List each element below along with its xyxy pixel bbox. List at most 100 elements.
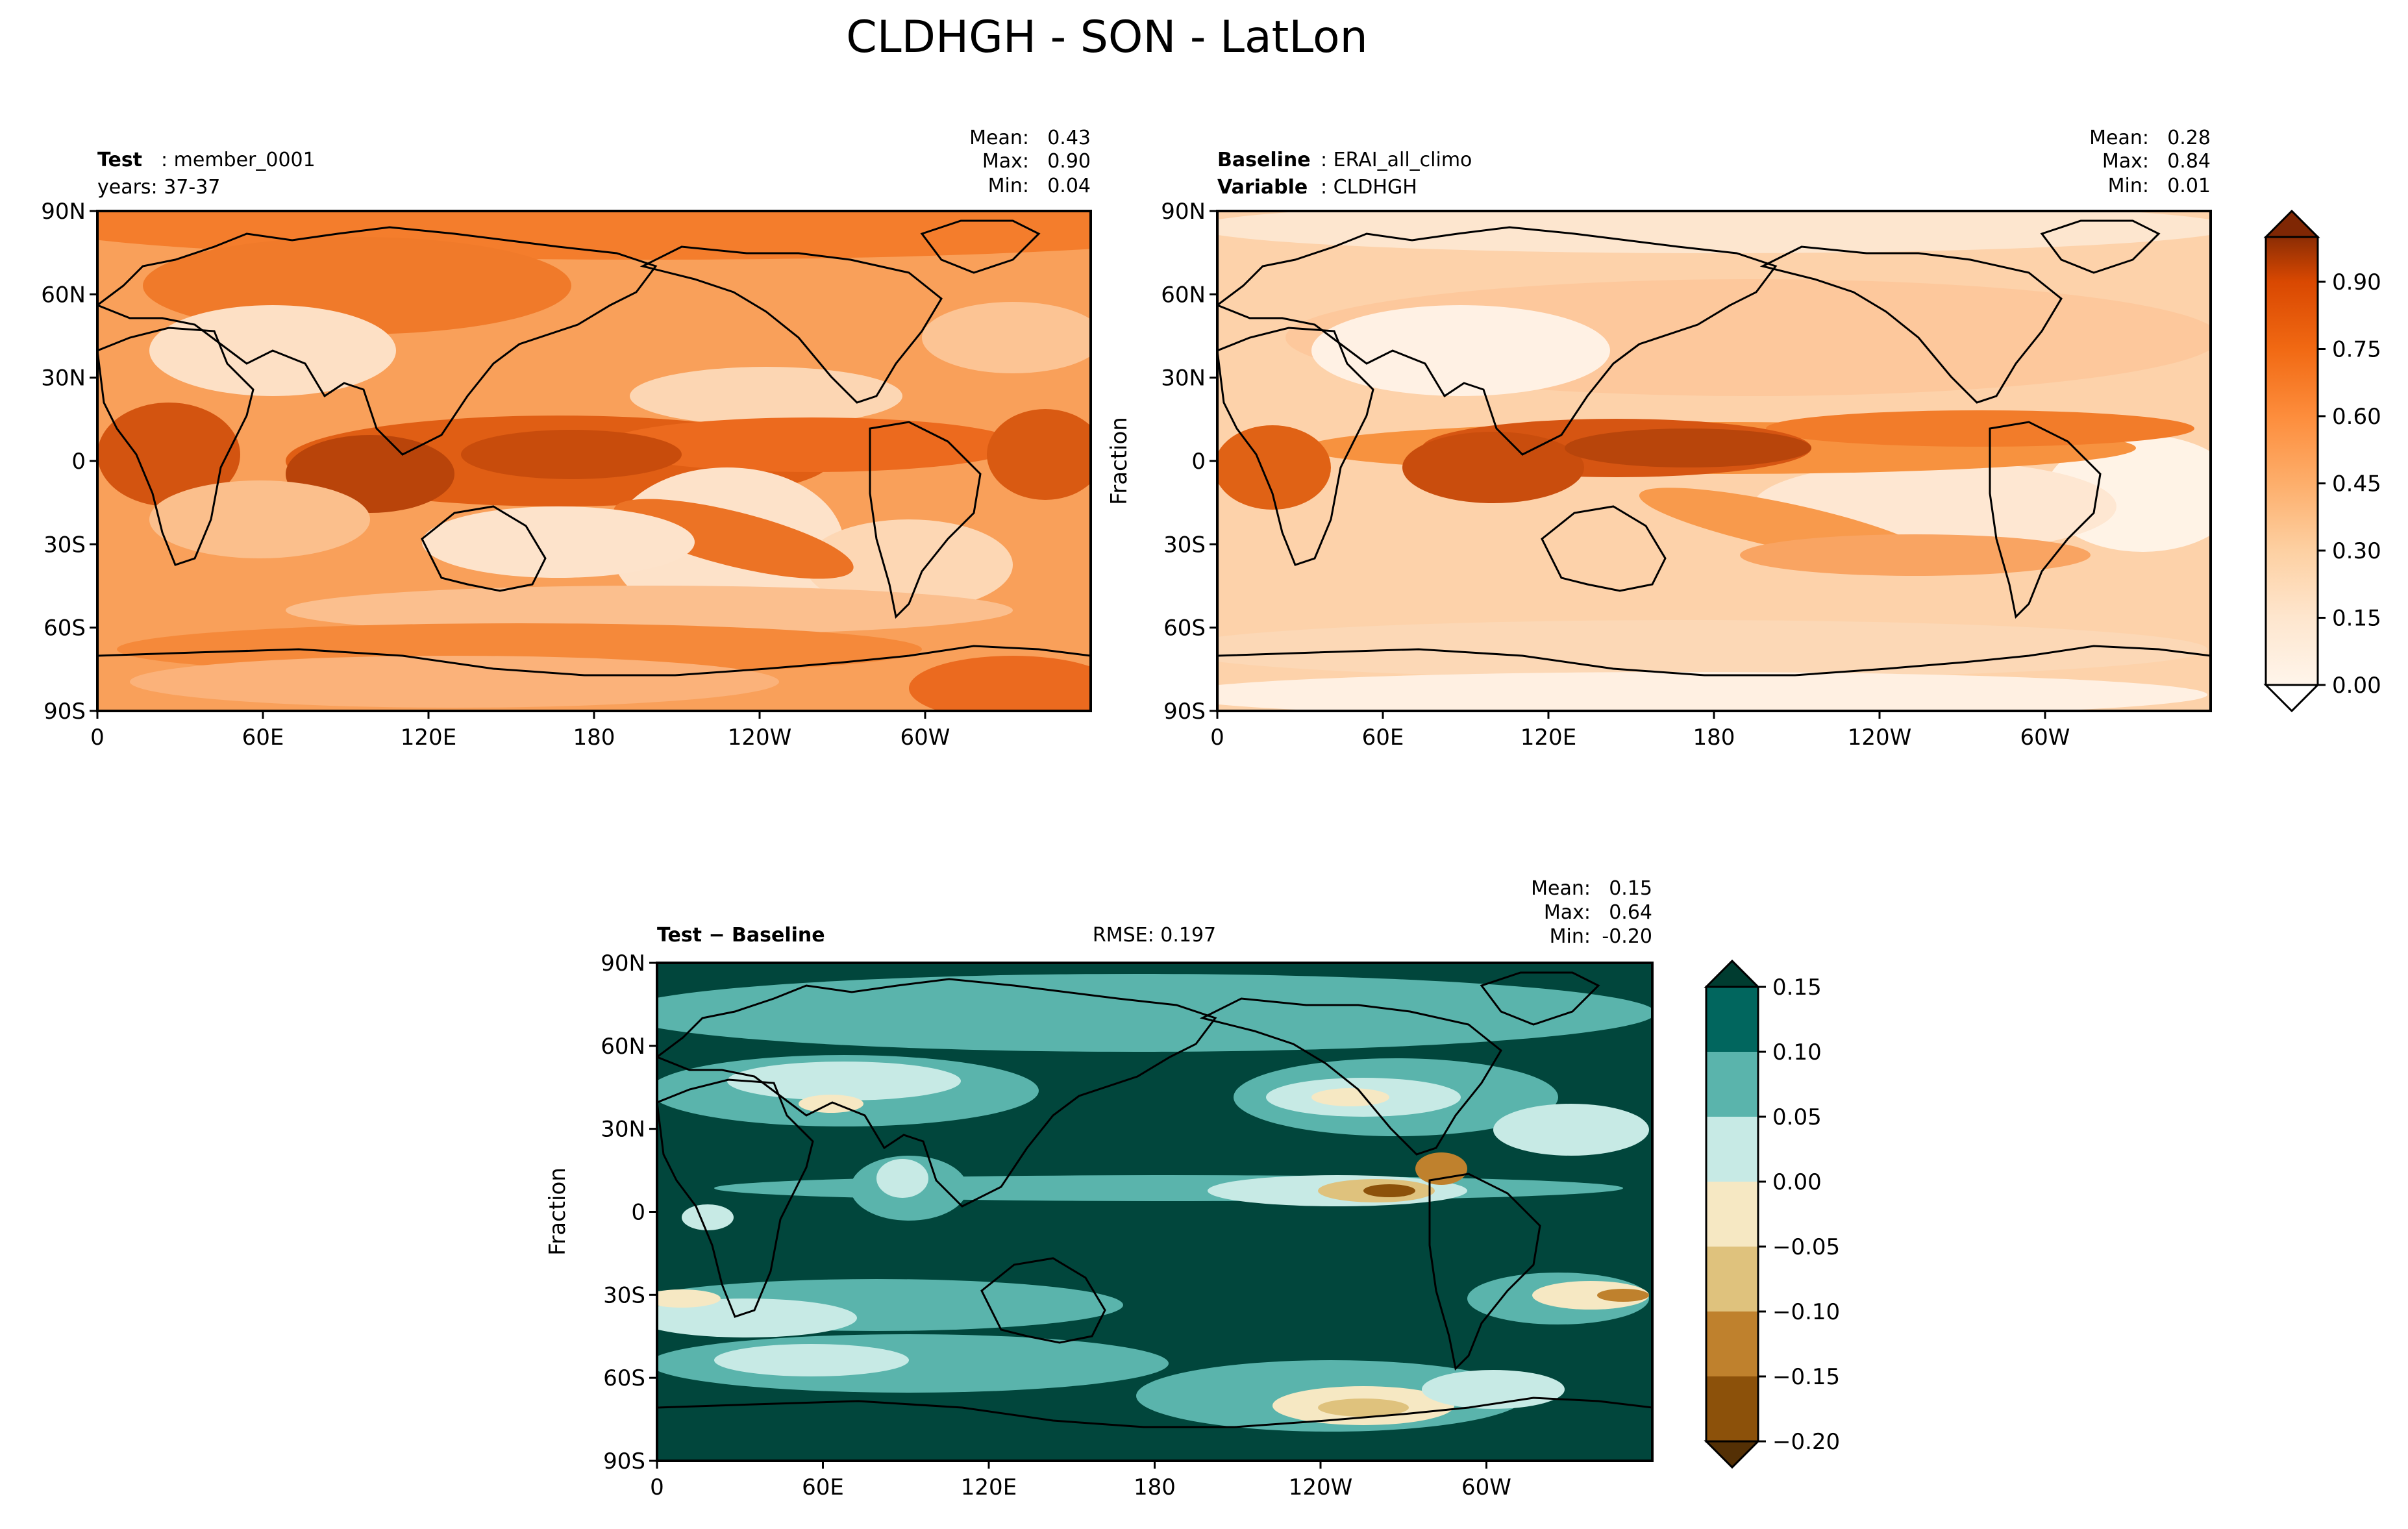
test-ytick-label: 60S bbox=[43, 615, 86, 641]
test-field-patch bbox=[286, 586, 1013, 635]
diverging-colorbar-extend-min bbox=[1704, 1440, 1761, 1469]
baseline-field-patch bbox=[1311, 305, 1610, 396]
orange-colorbar: 0.90 0.75 0.60 0.45 0.30 0.15 0.00 bbox=[2263, 209, 2381, 713]
baseline-ytick-label: 90S bbox=[1163, 699, 1206, 725]
difference-coastline-africa bbox=[657, 1078, 814, 1318]
difference-ytick-label: 30N bbox=[601, 1117, 645, 1143]
baseline-field-band bbox=[1766, 410, 2194, 447]
baseline-ytick-label: 90N bbox=[1161, 199, 1206, 225]
baseline-xtick-label: 120W bbox=[1848, 725, 1912, 751]
baseline-field-patch bbox=[1217, 211, 2211, 253]
orange-colorbar-extend-min bbox=[2263, 684, 2320, 713]
test-xtick-label: 120W bbox=[728, 725, 792, 751]
test-coastline-antarctica bbox=[97, 645, 1091, 677]
difference-field-band bbox=[1415, 1152, 1467, 1185]
difference-field-patch bbox=[714, 1344, 909, 1376]
baseline-coastline-greenland bbox=[2040, 219, 2161, 274]
baseline-xtick-label: 120E bbox=[1521, 725, 1576, 751]
difference-ytick-label: 30S bbox=[603, 1282, 645, 1308]
test-max-value: 0.90 bbox=[1047, 150, 1091, 173]
difference-ytick-label: 60N bbox=[601, 1034, 645, 1060]
test-min-value: 0.04 bbox=[1047, 175, 1091, 197]
difference-xtick-label: 0 bbox=[650, 1474, 664, 1500]
difference-xtick-label: 120W bbox=[1289, 1474, 1353, 1500]
baseline-field bbox=[1217, 211, 2211, 711]
test-coastlines bbox=[97, 219, 1091, 677]
test-ytick-label: 60N bbox=[41, 282, 86, 308]
baseline-ytick-label: 60N bbox=[1161, 282, 1206, 308]
baseline-field-patch bbox=[1217, 620, 2207, 678]
baseline-field-core bbox=[1402, 432, 1584, 503]
baseline-coastline-antarctica bbox=[1217, 645, 2211, 677]
baseline-xtick-label: 60W bbox=[2020, 725, 2070, 751]
test-field-band bbox=[130, 656, 779, 708]
diverging-colorbar-ticks: 0.15 0.10 0.05 0.00 −0.05 −0.10 −0.15 −0.20 bbox=[1758, 975, 1840, 1455]
test-field bbox=[97, 211, 1091, 711]
test-xticks: 0 60E 120E 180 120W 60W bbox=[90, 711, 950, 751]
diverging-colorbar: 0.15 0.10 0.05 0.00 −0.05 −0.10 −0.15 −0.20 bbox=[1704, 959, 1840, 1469]
test-xtick-label: 60E bbox=[242, 725, 284, 751]
difference-field-patch bbox=[1532, 1281, 1649, 1310]
test-header-bold: Test bbox=[97, 149, 142, 171]
difference-field-patch bbox=[727, 1062, 961, 1100]
difference-xtick-label: 60W bbox=[1461, 1474, 1511, 1500]
baseline-ytick-label: 30S bbox=[1163, 532, 1206, 558]
test-xtick-label: 60W bbox=[900, 725, 950, 751]
baseline-coastline-south-america bbox=[1989, 421, 2102, 619]
test-field-band bbox=[604, 417, 1019, 472]
test-field-patch bbox=[805, 519, 1013, 610]
test-ytick-label: 30N bbox=[41, 366, 86, 392]
diverging-colorbar-level bbox=[1706, 1052, 1758, 1117]
test-ytick-label: 30S bbox=[43, 532, 86, 558]
difference-coastline-antarctica bbox=[657, 1397, 1652, 1428]
test-field-patch bbox=[149, 480, 370, 558]
difference-ytick-label: 90S bbox=[603, 1448, 645, 1474]
difference-coastline-australia bbox=[980, 1257, 1106, 1344]
difference-xtick-label: 60E bbox=[802, 1474, 844, 1500]
difference-max-value: 0.64 bbox=[1609, 901, 1652, 924]
test-coastline-africa bbox=[97, 327, 254, 566]
difference-coastline-eurasia bbox=[657, 978, 1217, 1208]
baseline-field-band bbox=[1217, 425, 1331, 510]
diverging-colorbar-level bbox=[1706, 987, 1758, 1052]
difference-max-label: Max: bbox=[1544, 901, 1591, 924]
test-max-label: Max: bbox=[982, 150, 1029, 173]
diverging-colorbar-level bbox=[1706, 1117, 1758, 1182]
baseline-xtick-label: 60E bbox=[1362, 725, 1404, 751]
test-field-patch bbox=[630, 367, 902, 425]
test-field-band bbox=[97, 403, 240, 506]
test-xtick-label: 0 bbox=[90, 725, 105, 751]
baseline-header-variable-text: : CLDHGH bbox=[1321, 176, 1417, 199]
orange-colorbar-tick-label: 0.90 bbox=[2332, 269, 2381, 295]
test-ytick-label: 0 bbox=[71, 449, 86, 475]
test-xtick-label: 120E bbox=[401, 725, 456, 751]
baseline-panel: Baseline : ERAI_all_climo Variable : CLD… bbox=[1106, 127, 2212, 751]
diverging-colorbar-tick-label: −0.20 bbox=[1772, 1429, 1840, 1455]
test-yticks: 90N 60N 30N 0 30S 60S 90S bbox=[41, 199, 97, 725]
difference-xtick-label: 180 bbox=[1134, 1474, 1176, 1500]
baseline-yticks: 90N 60N 30N 0 30S 60S 90S bbox=[1161, 199, 1217, 725]
diverging-colorbar-tick-label: −0.15 bbox=[1772, 1364, 1840, 1390]
diverging-colorbar-level bbox=[1706, 1247, 1758, 1311]
test-ytick-label: 90S bbox=[43, 699, 86, 725]
test-field-band bbox=[614, 499, 854, 579]
test-ytick-label: 90N bbox=[41, 199, 86, 225]
test-field-band bbox=[987, 409, 1091, 500]
baseline-coastlines bbox=[1217, 219, 2211, 677]
diverging-colorbar-tick-label: −0.10 bbox=[1772, 1299, 1840, 1325]
test-mean-value: 0.43 bbox=[1047, 127, 1091, 149]
orange-colorbar-tick-label: 0.75 bbox=[2332, 337, 2381, 363]
test-header-text: : member_0001 bbox=[161, 149, 316, 171]
diverging-colorbar-tick-label: −0.05 bbox=[1772, 1234, 1840, 1260]
diverging-colorbar-level bbox=[1706, 1182, 1758, 1247]
test-mean-label: Mean: bbox=[969, 127, 1029, 149]
difference-field-band bbox=[657, 974, 1652, 1052]
difference-coastline-south-america bbox=[1428, 1173, 1541, 1371]
figure-title: CLDHGH - SON - LatLon bbox=[846, 12, 1367, 63]
baseline-min-label: Min: bbox=[2108, 175, 2149, 197]
baseline-xtick-label: 180 bbox=[1693, 725, 1735, 751]
test-field-patch bbox=[922, 302, 1091, 373]
difference-ytick-label: 90N bbox=[601, 951, 645, 976]
test-coastline-australia bbox=[421, 505, 547, 592]
